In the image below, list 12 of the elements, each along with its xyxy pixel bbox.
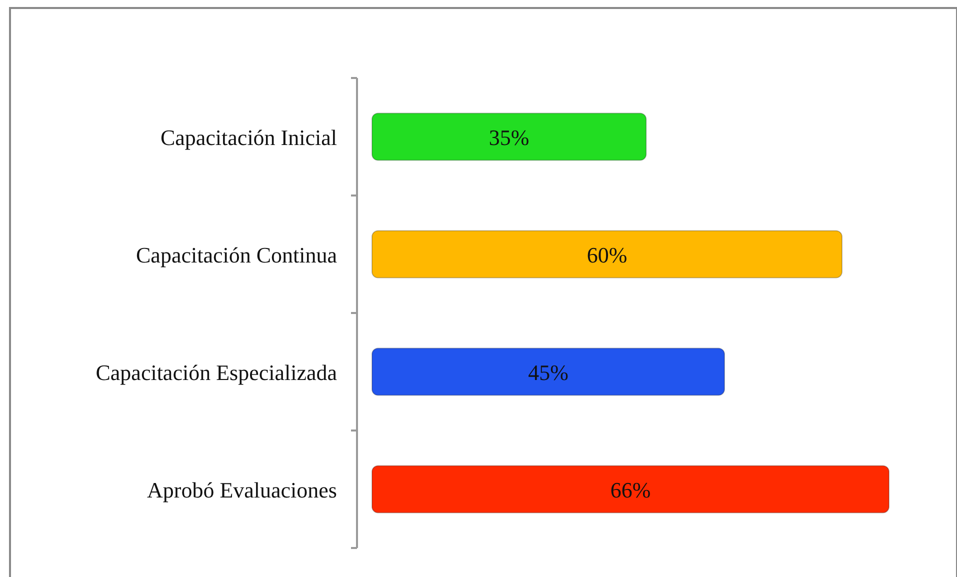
- bar: [372, 230, 842, 278]
- data-label: 60%: [586, 242, 628, 268]
- data-label: 66%: [610, 477, 651, 502]
- bar: [372, 465, 890, 514]
- data-label: 45%: [528, 360, 568, 385]
- data-label: 35%: [488, 124, 530, 150]
- y-tick-label: Capacitación Especializada: [96, 360, 338, 385]
- y-tick-label: Capacitación Inicial: [160, 124, 337, 150]
- bar: [372, 348, 725, 396]
- y-tick-label: Aprobó Evaluaciones: [147, 477, 337, 502]
- y-tick-label: Capacitación Continua: [136, 242, 338, 268]
- bar: [372, 112, 647, 161]
